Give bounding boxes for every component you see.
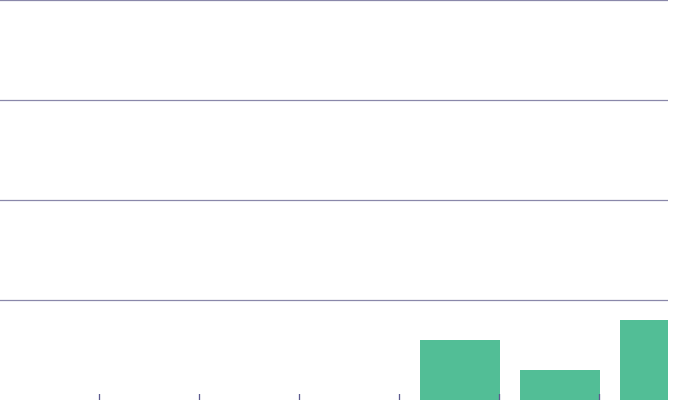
bar-4 — [420, 340, 500, 400]
bars — [420, 320, 668, 400]
bar-6 — [620, 320, 668, 400]
x-axis — [98, 394, 601, 400]
gridlines — [0, 0, 668, 302]
bar-5 — [520, 370, 600, 400]
